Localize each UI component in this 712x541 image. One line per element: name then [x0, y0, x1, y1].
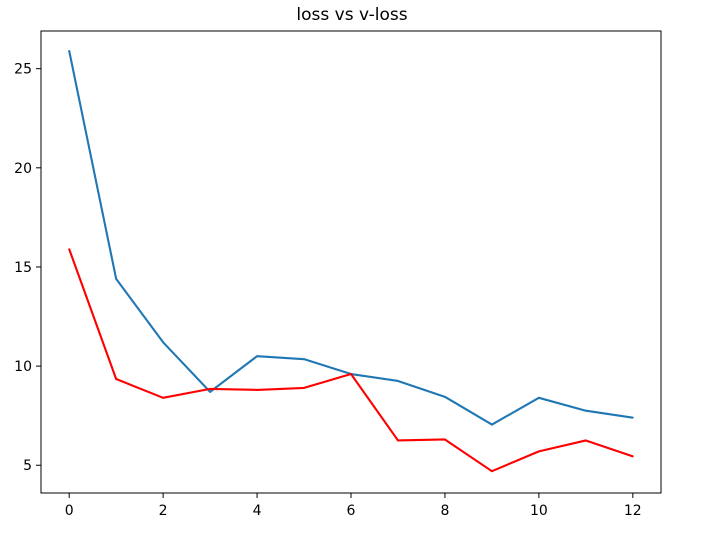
x-tick-label: 6 — [347, 503, 356, 519]
series-layer — [68, 49, 634, 473]
series-2-point — [68, 248, 71, 251]
x-tick-label: 8 — [440, 503, 449, 519]
series-2-line — [68, 248, 634, 473]
series-2-point — [584, 439, 587, 442]
series-1-point — [303, 358, 305, 361]
series-2-point — [350, 373, 352, 375]
y-axis: 5 10 15 20 25 — [14, 62, 41, 474]
series-1-point — [68, 49, 71, 52]
series-2-point — [209, 388, 211, 390]
y-tick-label: 15 — [14, 260, 32, 276]
series-1-point — [491, 423, 493, 426]
series-1-point — [162, 341, 165, 344]
series-1-point — [584, 409, 587, 412]
y-tick-label: 20 — [14, 161, 32, 177]
x-tick-label: 10 — [530, 503, 548, 519]
series-2 — [68, 248, 634, 473]
x-tick-label: 4 — [253, 503, 262, 519]
series-2-point — [115, 378, 118, 380]
series-2-point — [397, 439, 399, 442]
series-1-point — [444, 395, 446, 398]
y-tick-label: 10 — [14, 359, 32, 375]
chart-title: loss vs v-loss — [296, 5, 407, 25]
series-1-line — [68, 50, 633, 426]
series-2-point — [444, 438, 446, 441]
x-axis: 0 2 4 6 8 10 12 — [65, 493, 642, 519]
series-1-point — [537, 396, 540, 399]
series-1-point — [256, 355, 258, 358]
x-tick-label: 2 — [159, 503, 168, 519]
series-2-point — [491, 470, 493, 473]
series-2-point — [256, 388, 258, 391]
series-2-point — [631, 455, 634, 458]
series-2-point — [537, 450, 540, 453]
x-tick-label: 0 — [65, 503, 74, 519]
series-1-point — [115, 277, 118, 280]
series-1 — [68, 49, 634, 426]
series-1-point — [209, 390, 211, 393]
series-2-point — [162, 396, 165, 399]
y-tick-label: 5 — [23, 458, 32, 474]
series-2-point — [303, 387, 305, 389]
series-1-point — [397, 380, 399, 382]
series-1-point — [631, 416, 634, 419]
x-tick-label: 12 — [624, 503, 642, 519]
y-tick-label: 25 — [14, 62, 32, 78]
plot-frame — [40, 30, 662, 494]
